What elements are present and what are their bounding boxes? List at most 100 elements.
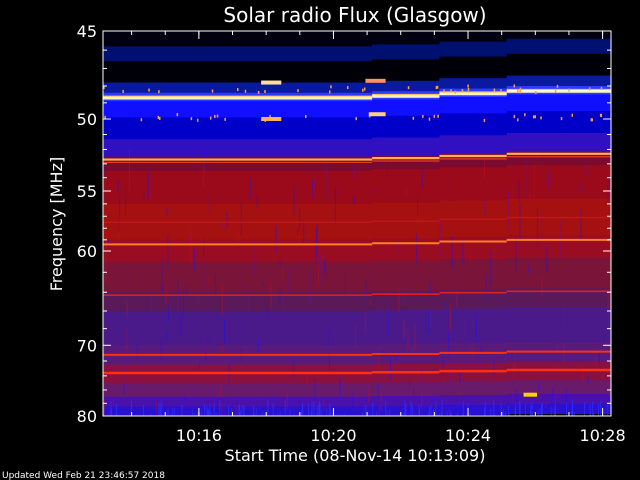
- x-tick-label-3: 10:28: [580, 426, 626, 445]
- x-tick-label-1: 10:20: [310, 426, 356, 445]
- band-1-9: [372, 169, 440, 204]
- band-1-17: [372, 382, 440, 397]
- band-2-0: [439, 31, 508, 43]
- band-2-13: [439, 289, 508, 310]
- flicker-dot: [211, 89, 214, 93]
- flicker-dot: [237, 88, 239, 92]
- flicker-dot: [190, 117, 193, 121]
- band-2-1: [439, 41, 508, 58]
- x-axis-label: Start Time (08-Nov-14 10:13:09): [225, 446, 486, 465]
- band-3-3: [506, 75, 611, 87]
- flicker-dot: [435, 85, 438, 89]
- plot-frame: [102, 30, 612, 417]
- flicker-dot: [467, 87, 470, 91]
- band-3-13: [506, 288, 611, 308]
- band-2-17: [439, 381, 508, 396]
- flicker-dot: [428, 117, 431, 121]
- flicker-dot: [122, 89, 124, 93]
- band-3-1: [506, 38, 611, 55]
- flicker-dot: [560, 117, 563, 121]
- band-0-7: [103, 139, 373, 158]
- flicker-dot: [196, 118, 199, 122]
- band-3-9: [506, 165, 611, 200]
- flicker-dot: [159, 116, 161, 120]
- band-3-5: [506, 94, 611, 112]
- y-tick-label-55: 55: [77, 182, 97, 201]
- y-tick-label-80: 80: [77, 407, 97, 426]
- flicker-dot: [461, 89, 464, 93]
- flicker-dot: [433, 114, 436, 118]
- flicker-dot: [443, 89, 445, 93]
- band-1-6: [372, 115, 440, 139]
- flicker-dot: [355, 117, 357, 121]
- band-0-5: [103, 101, 373, 118]
- band-3-17: [506, 380, 611, 395]
- band-1-1: [372, 44, 440, 60]
- flicker-dot: [103, 85, 105, 89]
- flicker-dot: [590, 118, 593, 122]
- band-2-9: [439, 167, 508, 202]
- band-1-5: [372, 99, 440, 117]
- update-timestamp: Updated Wed Feb 21 23:46:57 2018: [2, 471, 165, 480]
- band-0-11: [103, 239, 373, 263]
- flicker-dot: [500, 89, 502, 93]
- y-tick-label-70: 70: [77, 336, 97, 355]
- flicker-dot: [257, 90, 260, 94]
- flicker-dot: [454, 90, 457, 94]
- band-0-9: [103, 170, 373, 205]
- band-1-0: [372, 31, 440, 45]
- flicker-dot: [304, 114, 307, 118]
- flicker-dot: [244, 89, 247, 93]
- band-1-18: [372, 396, 440, 407]
- band-3-0: [506, 31, 611, 40]
- flicker-dot: [422, 114, 424, 118]
- band-2-11: [439, 236, 508, 260]
- band-3-18: [506, 394, 611, 405]
- flicker-dot: [104, 115, 106, 119]
- flicker-dot: [556, 84, 559, 88]
- band-1-7: [372, 137, 440, 156]
- band-3-11: [506, 235, 611, 259]
- flicker-dot: [519, 87, 522, 91]
- flicker-dot: [158, 90, 160, 94]
- band-3-19: [506, 403, 611, 415]
- flicker-dot: [436, 85, 439, 89]
- band-2-18: [439, 395, 508, 406]
- burst-1: [261, 117, 282, 121]
- plot-area: [103, 31, 611, 416]
- band-0-12: [103, 261, 373, 293]
- flicker-dot: [450, 89, 452, 93]
- flicker-dot: [513, 115, 516, 119]
- flicker-dot: [329, 90, 331, 94]
- x-tick-label-0: 10:16: [176, 426, 222, 445]
- y-axis-label: Frequency [MHz]: [47, 157, 66, 291]
- flicker-dot: [517, 89, 519, 93]
- band-3-2: [506, 53, 611, 77]
- flicker-dot: [493, 88, 496, 92]
- flicker-dot: [600, 114, 603, 118]
- flicker-dot: [437, 114, 439, 118]
- flicker-dot: [519, 90, 521, 94]
- band-2-12: [439, 259, 508, 291]
- band-0-1: [103, 46, 373, 62]
- flicker-dot: [297, 89, 299, 93]
- x-tick-label-2: 10:24: [445, 426, 491, 445]
- band-3-6: [506, 111, 611, 134]
- flicker-dot: [517, 118, 519, 122]
- flicker-dot: [467, 84, 469, 88]
- band-1-14: [372, 310, 440, 345]
- band-0-13: [103, 292, 373, 312]
- flicker-dot: [588, 87, 591, 91]
- flicker-dot: [524, 113, 526, 117]
- flicker-dot: [330, 85, 332, 89]
- band-2-3: [439, 78, 508, 90]
- band-2-5: [439, 97, 508, 114]
- flicker-dot: [554, 89, 557, 93]
- flicker-dot: [412, 116, 415, 120]
- flicker-dot: [568, 88, 570, 92]
- axes: 45 50 55 60 70 80 10:16 10:20 10:24 10:28: [77, 22, 626, 445]
- band-0-3: [103, 82, 373, 94]
- burst-4: [523, 392, 537, 397]
- band-2-2: [439, 56, 508, 79]
